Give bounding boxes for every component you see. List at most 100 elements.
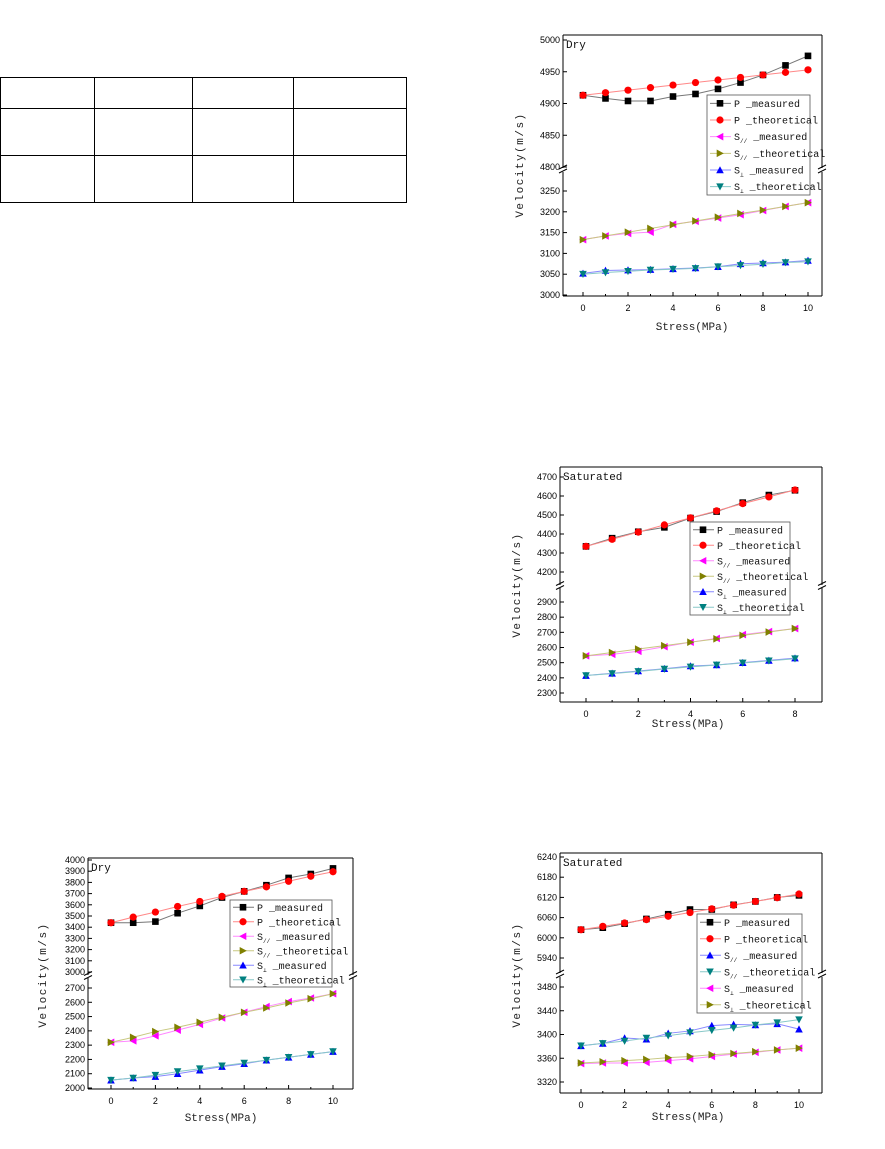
circle-marker xyxy=(218,892,226,901)
legend-label-suffix: _theoretical xyxy=(737,967,815,979)
y-tick-label: 3100 xyxy=(65,956,85,966)
circle-marker xyxy=(716,116,724,124)
square-marker xyxy=(716,100,724,107)
panel-title: Saturated xyxy=(563,858,622,870)
triangle-right-marker xyxy=(782,202,790,211)
legend-item: S// _measured xyxy=(233,932,330,945)
x-tick-label: 6 xyxy=(709,1100,714,1110)
triangle-right-marker xyxy=(624,228,632,236)
triangle-down-marker xyxy=(262,1056,271,1064)
legend-label-suffix: _theoretical xyxy=(740,116,818,128)
axis-break-mark xyxy=(817,969,827,975)
triangle-right-marker xyxy=(577,1059,585,1067)
legend-item: P _theoretical xyxy=(700,934,808,946)
legend-label: S// _theoretical xyxy=(257,946,348,959)
table-cell xyxy=(293,155,407,203)
series-circle xyxy=(577,890,803,934)
triangle-left-marker xyxy=(151,1032,159,1040)
circle-marker xyxy=(107,919,115,927)
legend-label-main: S xyxy=(734,167,740,178)
triangle-down-marker xyxy=(577,1042,585,1050)
circle-marker xyxy=(739,500,747,508)
triangle-down-marker xyxy=(738,659,747,667)
legend-label-suffix: _theoretical xyxy=(723,541,801,553)
triangle-down-marker xyxy=(284,1053,293,1062)
triangle-down-marker xyxy=(624,267,632,276)
legend-label-main: S xyxy=(717,557,723,568)
legend-label-subscript: // xyxy=(740,138,748,145)
series-right xyxy=(582,624,799,660)
legend-label-suffix: _measured xyxy=(747,132,807,144)
legend-label: S⊥ _measured xyxy=(724,984,794,997)
circle-marker xyxy=(669,81,677,89)
x-tick-label: 4 xyxy=(666,1100,671,1110)
legend-label: P _measured xyxy=(717,525,783,537)
circle-marker xyxy=(621,919,629,927)
square-marker xyxy=(239,903,247,911)
legend-label-suffix: _measured xyxy=(270,932,330,944)
legend-item: S// _measured xyxy=(700,951,797,964)
legend-label: S⊥ _measured xyxy=(717,587,787,600)
circle-marker xyxy=(601,89,610,97)
series-down xyxy=(579,258,812,278)
triangle-up-marker xyxy=(239,961,247,969)
axis-break-mark xyxy=(555,969,565,975)
triangle-down-marker xyxy=(669,265,677,274)
legend-label-main: S xyxy=(257,962,263,973)
triangle-right-marker xyxy=(643,1055,651,1064)
triangle-right-marker xyxy=(765,628,773,636)
y-axis-label: Velocity(m/s) xyxy=(512,532,524,637)
triangle-right-marker xyxy=(579,235,587,244)
legend-label-main: S xyxy=(724,952,730,963)
circle-marker xyxy=(579,91,587,99)
triangle-down-marker xyxy=(196,1065,204,1073)
legend-label-suffix: _measured xyxy=(730,918,790,930)
legend-label-suffix: _measured xyxy=(744,166,804,178)
legend-item: S⊥ _theoretical xyxy=(233,975,345,988)
square-marker xyxy=(737,79,744,86)
legend-label-subscript: // xyxy=(723,578,731,585)
y-tick-label: 4400 xyxy=(537,529,557,539)
legend-item: P _theoretical xyxy=(693,541,801,553)
legend-label: P _measured xyxy=(257,903,323,915)
y-tick-label: 4200 xyxy=(537,567,557,577)
legend-label-suffix: _measured xyxy=(723,525,783,537)
legend-label-main: P xyxy=(724,919,730,930)
y-axis-label: Velocity(m/s) xyxy=(512,922,524,1027)
table-cell xyxy=(0,155,95,203)
circle-marker xyxy=(730,901,738,909)
triangle-left-marker xyxy=(699,556,707,565)
circle-marker xyxy=(174,902,182,911)
triangle-up-marker xyxy=(795,1025,803,1033)
x-tick-label: 6 xyxy=(242,1096,247,1106)
x-axis-label: Stress(MPa) xyxy=(652,719,725,731)
y-tick-label: 2500 xyxy=(65,1012,85,1022)
y-tick-label: 3300 xyxy=(65,933,85,943)
triangle-down-marker xyxy=(708,1027,716,1035)
triangle-right-marker xyxy=(240,1008,248,1017)
axis-break-mark xyxy=(558,168,568,174)
series-right xyxy=(107,989,337,1047)
y-tick-label: 3700 xyxy=(65,889,85,899)
circle-marker xyxy=(736,73,745,82)
circle-marker xyxy=(781,68,790,76)
legend-label: P _measured xyxy=(734,99,800,111)
legend-label: S// _measured xyxy=(717,556,790,569)
square-marker xyxy=(152,918,159,925)
circle-marker xyxy=(691,78,700,87)
y-tick-label: 3200 xyxy=(540,207,560,217)
legend-box xyxy=(229,899,333,988)
axis-break-mark xyxy=(817,581,827,586)
series-right xyxy=(579,198,812,244)
triangle-down-marker xyxy=(608,670,616,678)
y-tick-label: 2800 xyxy=(537,612,557,622)
table-cell xyxy=(94,108,193,156)
triangle-right-marker xyxy=(582,652,590,660)
triangle-right-marker xyxy=(307,994,315,1003)
x-tick-label: 8 xyxy=(760,303,765,313)
axis-break-mark xyxy=(817,168,827,174)
legend-label-main: S xyxy=(257,976,263,987)
triangle-right-marker xyxy=(773,1046,781,1054)
